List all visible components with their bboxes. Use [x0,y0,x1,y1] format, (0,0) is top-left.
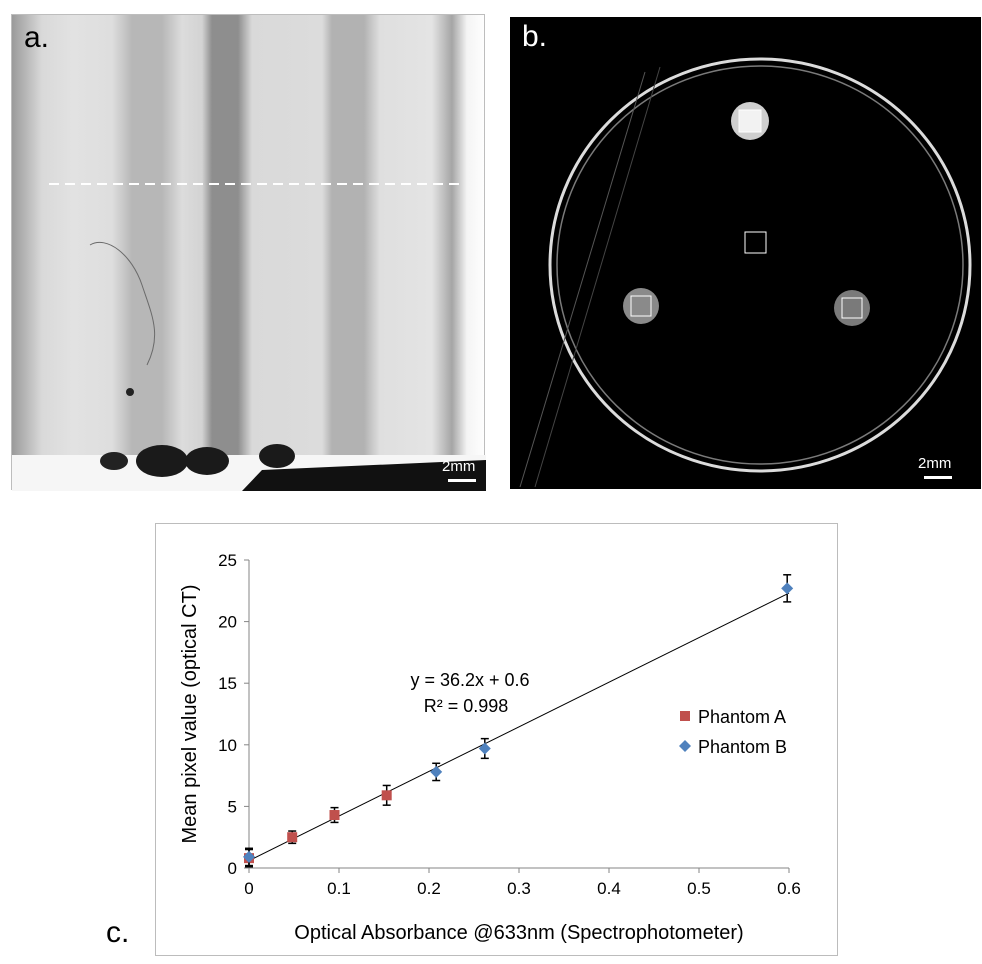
x-tick-label: 0.3 [507,879,531,898]
dark-residue [242,460,486,491]
legend-label: Phantom A [698,707,786,727]
roi-center [744,231,767,254]
panel-b-image: b. 2mm [510,17,981,489]
data-point-phantom-b [243,850,255,863]
panel-c-label: c. [106,916,130,949]
roi-right [841,297,863,319]
phantom-outer-ring [548,57,972,473]
x-axis-title: Optical Absorbance @633nm (Spectrophotom… [294,922,743,944]
x-tick-label: 0 [244,879,253,898]
panel-a-image: a. 2mm [11,14,486,491]
roi-top [738,109,762,133]
equation-annotation: y = 36.2x + 0.6 [410,670,529,690]
y-tick-label: 10 [218,736,237,755]
panel-b-scalebar-label: 2mm [918,455,952,472]
y-tick-label: 15 [218,674,237,693]
bubble-3 [185,447,229,475]
y-tick-label: 5 [228,797,237,816]
streak-artifact [519,71,646,488]
streak-artifact [534,66,661,488]
roi-left [630,295,652,317]
x-tick-label: 0.6 [777,879,801,898]
fiber-artifact [89,241,156,366]
legend-label: Phantom B [698,737,787,757]
y-tick-label: 25 [218,551,237,570]
phantom-inner-ring [556,65,964,465]
data-point-phantom-a [329,810,340,821]
panel-a-scalebar-label: 2mm [442,458,476,475]
legend-marker-phantom-b [679,740,691,752]
legend-marker-phantom-a [680,711,690,721]
y-tick-label: 0 [228,859,237,878]
y-axis-title: Mean pixel value (optical CT) [179,585,201,844]
data-point-phantom-b [781,582,794,595]
data-point-phantom-a [381,790,392,801]
x-tick-label: 0.1 [327,879,351,898]
data-point-phantom-a [287,832,298,843]
bubble-2 [136,445,188,477]
panel-a-scalebar [448,479,476,482]
chart-frame: 0 5 10 15 20 25 0 0.1 0.2 0.3 0.4 0.5 0.6 Optical Abs… [155,523,838,956]
panel-b-label: b. [522,20,548,53]
bubble-4 [259,444,295,468]
insert-left [623,288,659,324]
insert-right [834,290,870,326]
data-point-phantom-b [478,742,491,755]
panel-a-label: a. [24,21,50,54]
x-tick-label: 0.5 [687,879,711,898]
panel-a-overlay [12,183,486,491]
y-tick-label: 20 [218,613,237,632]
data-point-phantom-b [430,765,443,778]
x-tick-label: 0.4 [597,879,621,898]
speck [126,388,134,396]
panel-b-scalebar [924,476,952,479]
bubble-1 [100,452,128,470]
chart-svg: 0 5 10 15 20 25 0 0.1 0.2 0.3 0.4 0.5 0.6 Optical Abs… [179,551,801,944]
panel-b-overlay [519,57,972,488]
r-squared-annotation: R² = 0.998 [424,696,509,716]
x-tick-label: 0.2 [417,879,441,898]
